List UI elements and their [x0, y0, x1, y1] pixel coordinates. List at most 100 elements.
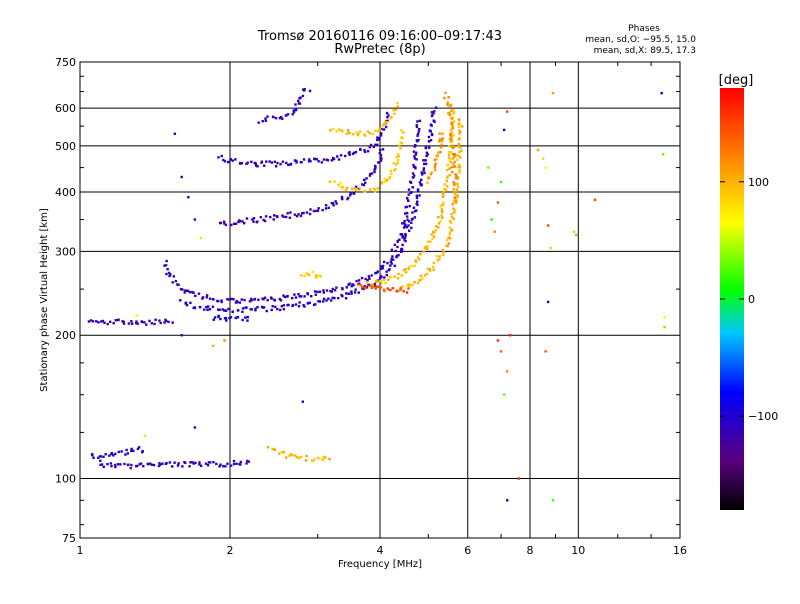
- trace-point: [391, 287, 394, 290]
- trace-point: [92, 456, 95, 459]
- trace-point: [434, 106, 438, 109]
- trace-point: [116, 463, 120, 466]
- trace-point: [357, 132, 360, 136]
- trace-point: [346, 197, 349, 201]
- scatter-point: [493, 230, 497, 233]
- trace-point: [432, 235, 436, 238]
- trace-point: [173, 461, 176, 464]
- trace-point: [316, 290, 319, 294]
- trace-point: [331, 287, 335, 291]
- trace-point: [418, 127, 421, 131]
- trace-point: [222, 220, 226, 223]
- trace-point: [427, 146, 431, 149]
- trace-point: [363, 150, 367, 154]
- trace-point: [401, 285, 404, 288]
- trace-point: [389, 288, 392, 292]
- trace-point: [329, 289, 332, 293]
- trace-point: [206, 464, 210, 467]
- trace-point: [273, 298, 276, 301]
- trace-point: [368, 284, 372, 288]
- trace-point: [228, 316, 231, 320]
- trace-point: [303, 295, 306, 298]
- trace-point: [90, 453, 94, 456]
- trace-point: [427, 140, 431, 143]
- trace-point: [452, 162, 455, 166]
- trace-point: [404, 232, 407, 236]
- trace-point: [239, 463, 242, 466]
- trace-point: [348, 132, 351, 135]
- trace-point: [415, 125, 419, 129]
- trace-point: [122, 320, 125, 324]
- trace-point: [313, 157, 316, 161]
- scatter-point: [661, 153, 665, 156]
- trace-point: [333, 289, 337, 292]
- trace-point: [350, 284, 353, 288]
- trace-point: [366, 278, 369, 282]
- trace-point: [457, 142, 461, 146]
- trace-point: [295, 456, 299, 459]
- trace-point: [404, 206, 407, 209]
- trace-point: [385, 270, 388, 273]
- trace-point: [407, 229, 411, 232]
- trace-point: [99, 463, 102, 467]
- trace-point: [224, 316, 228, 320]
- trace-point: [229, 158, 232, 161]
- scatter-point: [487, 166, 490, 169]
- trace-point: [149, 462, 152, 465]
- trace-point: [391, 258, 395, 261]
- trace-point: [150, 463, 153, 466]
- trace-point: [449, 166, 452, 170]
- trace-point: [454, 173, 457, 176]
- trace-point: [378, 127, 382, 130]
- trace-point: [363, 189, 367, 193]
- trace-point: [375, 271, 378, 274]
- trace-point: [348, 193, 352, 197]
- trace-point: [322, 297, 326, 301]
- trace-point: [281, 117, 284, 120]
- trace-point: [216, 299, 220, 303]
- trace-point: [303, 87, 306, 91]
- trace-point: [309, 208, 312, 211]
- trace-point: [250, 308, 253, 311]
- trace-point: [390, 257, 393, 261]
- trace-point: [380, 180, 384, 184]
- trace-point: [438, 132, 441, 135]
- trace-point: [360, 183, 364, 186]
- trace-point: [415, 196, 419, 200]
- trace-point: [328, 457, 331, 461]
- trace-point: [413, 216, 417, 219]
- trace-point: [443, 183, 446, 186]
- trace-point: [279, 115, 283, 119]
- trace-point: [457, 125, 460, 129]
- trace-point: [223, 222, 226, 225]
- trace-point: [95, 320, 98, 323]
- trace-point: [396, 161, 399, 165]
- trace-point: [245, 162, 248, 166]
- trace-point: [369, 143, 373, 147]
- trace-point: [400, 247, 404, 251]
- trace-point: [450, 122, 454, 126]
- trace-point: [337, 183, 340, 187]
- trace-point: [347, 292, 351, 295]
- trace-point: [289, 162, 293, 166]
- trace-point: [447, 112, 450, 115]
- trace-point: [157, 464, 161, 468]
- trace-point: [339, 181, 342, 185]
- trace-point: [159, 321, 162, 325]
- trace-point: [335, 130, 338, 133]
- trace-point: [302, 158, 306, 161]
- trace-point: [421, 173, 424, 176]
- trace-point: [295, 161, 298, 164]
- trace-point: [341, 185, 345, 189]
- trace-point: [291, 303, 295, 307]
- trace-point: [341, 287, 344, 291]
- trace-point: [458, 129, 461, 132]
- trace-point: [279, 299, 283, 302]
- trace-point: [392, 108, 395, 112]
- trace-point: [238, 220, 242, 223]
- trace-point: [322, 458, 325, 462]
- trace-point: [307, 273, 311, 277]
- trace-point: [388, 177, 391, 180]
- trace-point: [395, 254, 399, 258]
- trace-point: [290, 296, 294, 300]
